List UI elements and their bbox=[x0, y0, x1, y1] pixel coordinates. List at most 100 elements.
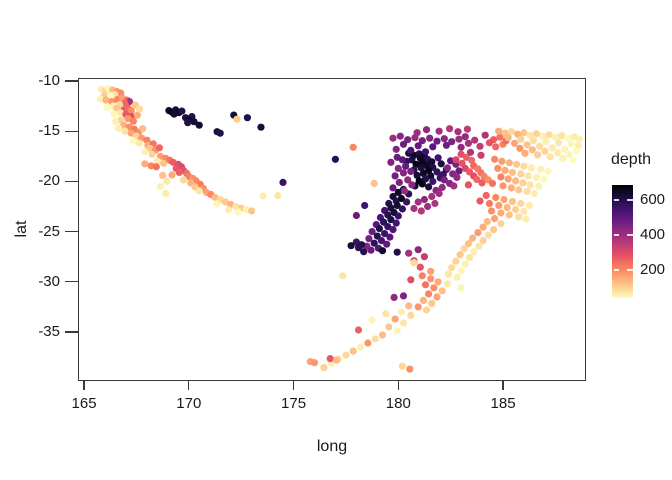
data-point bbox=[404, 136, 412, 144]
data-point bbox=[390, 293, 398, 301]
data-point bbox=[440, 135, 448, 143]
data-point bbox=[418, 180, 426, 188]
data-point bbox=[425, 166, 433, 174]
data-point bbox=[156, 182, 165, 190]
colorbar-tick-right bbox=[627, 269, 633, 271]
data-point bbox=[233, 115, 241, 123]
data-point bbox=[279, 178, 287, 186]
data-point bbox=[499, 182, 507, 190]
y-tick-mark bbox=[65, 130, 78, 132]
data-point bbox=[377, 237, 386, 245]
x-tick-label: 165 bbox=[71, 395, 97, 412]
data-point bbox=[461, 260, 469, 268]
data-point bbox=[422, 306, 431, 314]
data-point bbox=[419, 169, 427, 177]
data-point bbox=[380, 218, 388, 226]
data-point bbox=[456, 251, 464, 259]
colorbar-tick-label: 400 bbox=[640, 225, 666, 243]
data-point bbox=[339, 272, 347, 280]
data-point bbox=[393, 248, 401, 256]
data-point bbox=[540, 175, 548, 183]
data-point bbox=[435, 189, 443, 198]
data-point bbox=[431, 199, 439, 208]
data-point bbox=[539, 132, 547, 140]
data-point bbox=[414, 246, 422, 254]
data-point bbox=[331, 155, 339, 163]
y-tick-label: -35 bbox=[38, 323, 60, 340]
data-point bbox=[440, 176, 448, 184]
data-point bbox=[561, 145, 569, 153]
data-point bbox=[116, 109, 124, 117]
data-point bbox=[127, 107, 135, 115]
data-point bbox=[102, 96, 110, 104]
data-point bbox=[152, 163, 160, 171]
data-point bbox=[519, 179, 527, 187]
data-point bbox=[498, 157, 506, 165]
data-point bbox=[532, 173, 541, 181]
data-point bbox=[427, 172, 435, 180]
data-point bbox=[462, 153, 470, 161]
data-point bbox=[470, 248, 478, 256]
data-point bbox=[356, 343, 365, 351]
x-tick-mark bbox=[292, 381, 295, 390]
data-point bbox=[127, 129, 135, 137]
data-point bbox=[485, 199, 493, 208]
data-point bbox=[397, 308, 405, 316]
data-point bbox=[175, 168, 183, 176]
data-point bbox=[454, 128, 462, 136]
data-point bbox=[422, 126, 431, 134]
data-point bbox=[433, 293, 441, 301]
data-point bbox=[148, 150, 156, 158]
data-point bbox=[170, 110, 178, 118]
data-point bbox=[141, 148, 149, 156]
y-tick-label: -20 bbox=[38, 172, 60, 190]
data-point bbox=[414, 303, 422, 311]
data-point bbox=[497, 209, 505, 217]
data-point bbox=[487, 207, 496, 215]
y-tick-label: -25 bbox=[38, 222, 60, 240]
data-point bbox=[434, 278, 442, 286]
data-point bbox=[426, 134, 434, 142]
data-point bbox=[448, 264, 456, 272]
data-point bbox=[399, 169, 408, 177]
y-tick-label: -15 bbox=[38, 122, 60, 140]
data-point bbox=[389, 226, 397, 234]
x-tick-label: 180 bbox=[385, 395, 411, 412]
data-point bbox=[455, 135, 463, 143]
data-point bbox=[394, 164, 402, 172]
x-tick-label: 175 bbox=[281, 395, 307, 412]
data-point bbox=[370, 179, 378, 187]
data-point bbox=[402, 162, 410, 170]
data-point bbox=[420, 253, 428, 261]
data-point bbox=[383, 240, 391, 248]
data-point bbox=[529, 137, 537, 145]
data-point bbox=[507, 128, 515, 136]
data-point bbox=[520, 162, 528, 170]
data-point bbox=[425, 290, 433, 298]
data-point bbox=[141, 160, 149, 168]
data-point bbox=[517, 170, 525, 178]
data-point bbox=[536, 142, 544, 150]
data-point bbox=[492, 143, 500, 151]
data-point bbox=[121, 127, 129, 135]
data-point bbox=[475, 242, 483, 250]
data-point bbox=[466, 148, 475, 156]
data-point bbox=[139, 125, 147, 133]
data-point bbox=[179, 176, 188, 184]
data-point bbox=[399, 140, 408, 148]
y-tick-mark bbox=[65, 281, 78, 283]
data-point bbox=[542, 138, 550, 146]
data-point bbox=[405, 302, 413, 310]
data-point bbox=[479, 237, 487, 245]
data-point bbox=[412, 160, 420, 168]
x-tick-mark bbox=[188, 381, 190, 390]
data-point bbox=[425, 183, 433, 191]
data-point bbox=[389, 184, 397, 192]
data-point bbox=[428, 192, 436, 201]
data-point bbox=[515, 213, 523, 221]
data-point bbox=[216, 129, 224, 137]
data-point bbox=[163, 177, 171, 185]
data-point bbox=[526, 181, 534, 189]
data-point bbox=[479, 223, 487, 231]
data-point bbox=[528, 146, 536, 154]
